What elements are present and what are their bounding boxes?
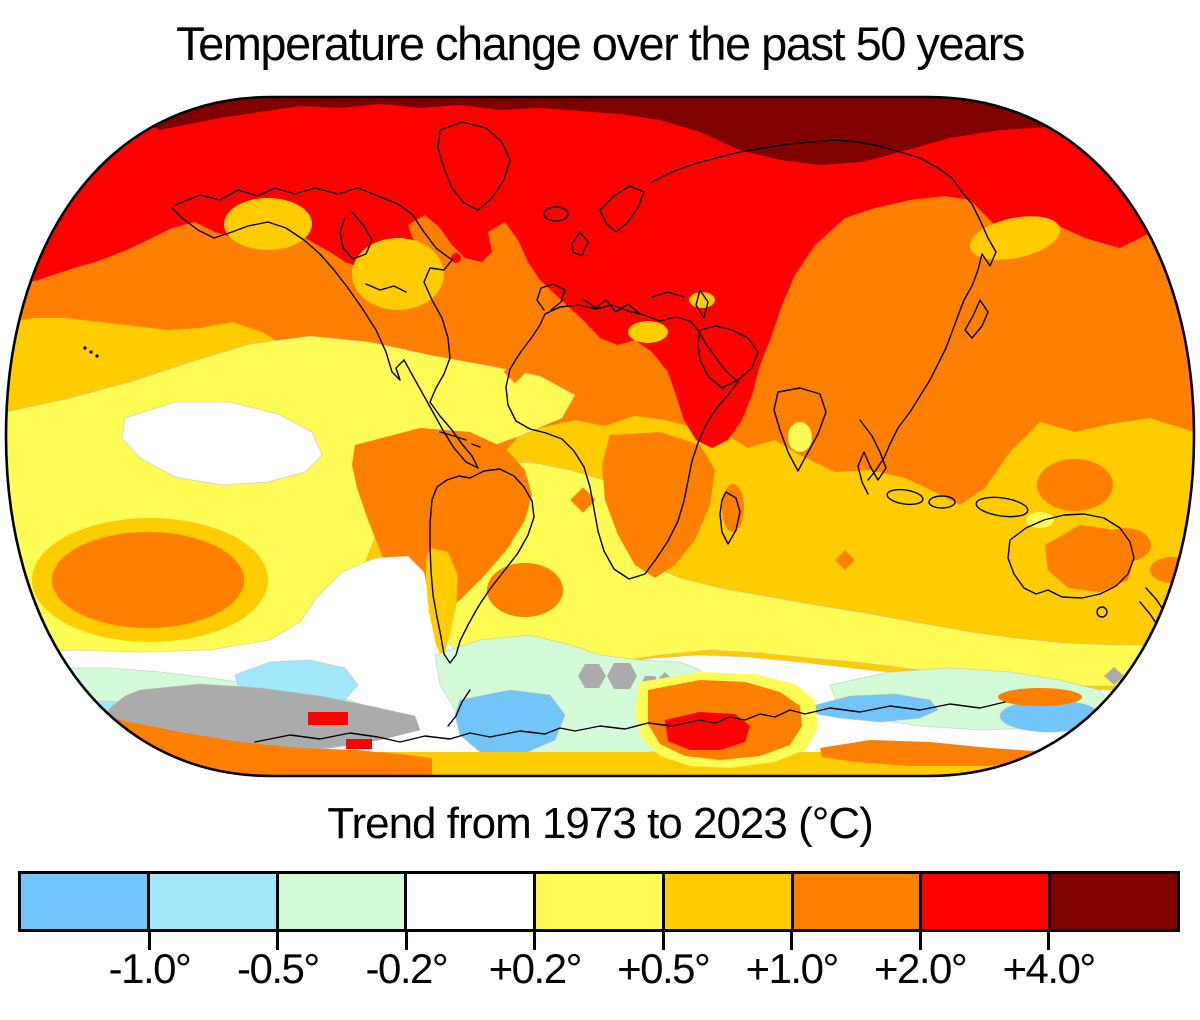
region-india-yellow-pocket — [788, 422, 812, 452]
region-no-data-hex — [578, 664, 606, 688]
coastline-island — [975, 496, 1029, 518]
colorbar-segment-7 — [919, 874, 1049, 929]
region-antarctic-red-spot — [308, 712, 348, 725]
coastline — [1139, 601, 1159, 627]
coastline-island — [886, 488, 924, 506]
colorbar-segment-3 — [404, 874, 534, 929]
coastlines — [83, 121, 1165, 743]
region-yellow-pocket — [1026, 512, 1054, 528]
region-pacific-orange-blob — [1099, 528, 1151, 562]
region-orange-speck — [503, 360, 527, 384]
region-arctic-red-band — [6, 97, 1194, 448]
region-gold-pocket — [224, 198, 312, 250]
region-se-pacific-orange — [52, 532, 244, 628]
figure-title: Temperature change over the past 50 year… — [176, 17, 1025, 70]
colorbar-segment-8 — [1048, 874, 1178, 929]
coastline — [773, 387, 827, 472]
coastline — [471, 443, 481, 448]
coastline-island — [928, 495, 956, 509]
colorbar-segment-6 — [790, 874, 920, 929]
island-dot — [83, 346, 87, 350]
coastline — [857, 419, 887, 495]
coastline — [439, 431, 467, 441]
coastline-antarctic-peninsula — [447, 689, 471, 727]
coastline — [719, 491, 741, 545]
coastline — [867, 203, 997, 481]
region-gold-pocket — [969, 216, 1061, 260]
region-antarctic-deep-blue — [454, 689, 566, 756]
colorbar — [18, 871, 1180, 932]
region-gold-pocket — [628, 321, 668, 343]
colorbar-segment-1 — [146, 874, 276, 929]
coastline — [964, 299, 989, 339]
region-pacific-orange-blob — [1037, 459, 1113, 511]
coastline — [339, 211, 373, 260]
coastline-antarctica — [254, 701, 1006, 743]
region-gold-pocket — [352, 238, 444, 310]
colorbar-segment-0 — [21, 874, 147, 929]
colorbar-segment-4 — [533, 874, 662, 929]
map-outline — [4, 95, 1196, 778]
coastline — [583, 299, 641, 315]
coastline — [536, 283, 566, 311]
region-orange-speck — [570, 487, 596, 513]
region-red-spot — [451, 253, 461, 263]
coastline — [429, 468, 535, 664]
region-antarctic-orange-streak — [820, 740, 1048, 766]
region-pacific-orange-blob — [1007, 382, 1063, 418]
colorbar-segment-2 — [275, 874, 405, 929]
region-madagascar-orange — [722, 484, 744, 532]
region-patagonia-gold — [426, 548, 458, 660]
coastline — [695, 289, 709, 319]
region-argentine-sea-orange — [487, 563, 563, 617]
region-no-data-hex — [1104, 667, 1124, 685]
region-southern-africa-orange — [602, 432, 715, 578]
coastline — [1007, 513, 1135, 599]
coastline — [651, 291, 685, 298]
coastline — [365, 283, 407, 293]
temperature-regions — [6, 97, 1194, 776]
coastline — [697, 325, 759, 389]
region-antarctic-green — [1114, 693, 1194, 727]
legend-title: Trend from 1973 to 2023 (°C) — [327, 799, 874, 848]
coastline — [571, 231, 589, 257]
region-pacific-orange-blob — [1078, 314, 1122, 342]
coastline — [651, 139, 973, 205]
coastline — [174, 187, 479, 469]
region-no-data-hex — [607, 663, 637, 689]
region-antarctic-red-spot — [346, 739, 372, 749]
region-antarctic-deep-blue — [811, 693, 939, 723]
coastline — [437, 121, 511, 211]
coastline — [599, 185, 645, 233]
island-dot — [89, 350, 93, 354]
coastline — [1145, 587, 1165, 612]
region-orange-speck — [835, 550, 855, 570]
coastline — [505, 304, 739, 580]
region-west-antarctica-red — [665, 712, 750, 750]
region-ne-pacific-white — [121, 401, 323, 486]
region-antarctic-orange-streak — [998, 688, 1082, 706]
region-gold-pocket — [689, 292, 715, 308]
coastline-island — [543, 206, 569, 222]
island-dot — [95, 354, 99, 358]
coastline-island — [1096, 606, 1108, 618]
region-polar-dark-red — [6, 97, 1194, 165]
colorbar-segment-5 — [661, 874, 791, 929]
coastline — [171, 207, 479, 469]
